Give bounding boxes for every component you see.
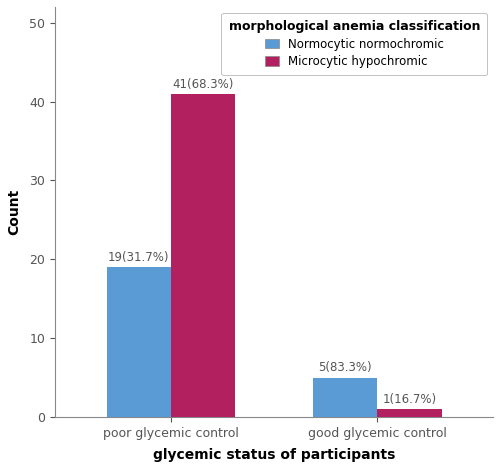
Text: 1(16.7%): 1(16.7%) [382,393,436,406]
Text: 5(83.3%): 5(83.3%) [318,362,372,374]
X-axis label: glycemic status of participants: glycemic status of participants [153,448,395,462]
Bar [377,409,442,417]
Bar [312,378,377,417]
Legend: Normocytic normochromic, Microcytic hypochromic: Normocytic normochromic, Microcytic hypo… [222,13,487,76]
Bar [106,267,171,417]
Bar [171,94,235,417]
Text: 41(68.3%): 41(68.3%) [172,77,234,91]
Y-axis label: Count: Count [7,189,21,235]
Text: 19(31.7%): 19(31.7%) [108,251,170,264]
